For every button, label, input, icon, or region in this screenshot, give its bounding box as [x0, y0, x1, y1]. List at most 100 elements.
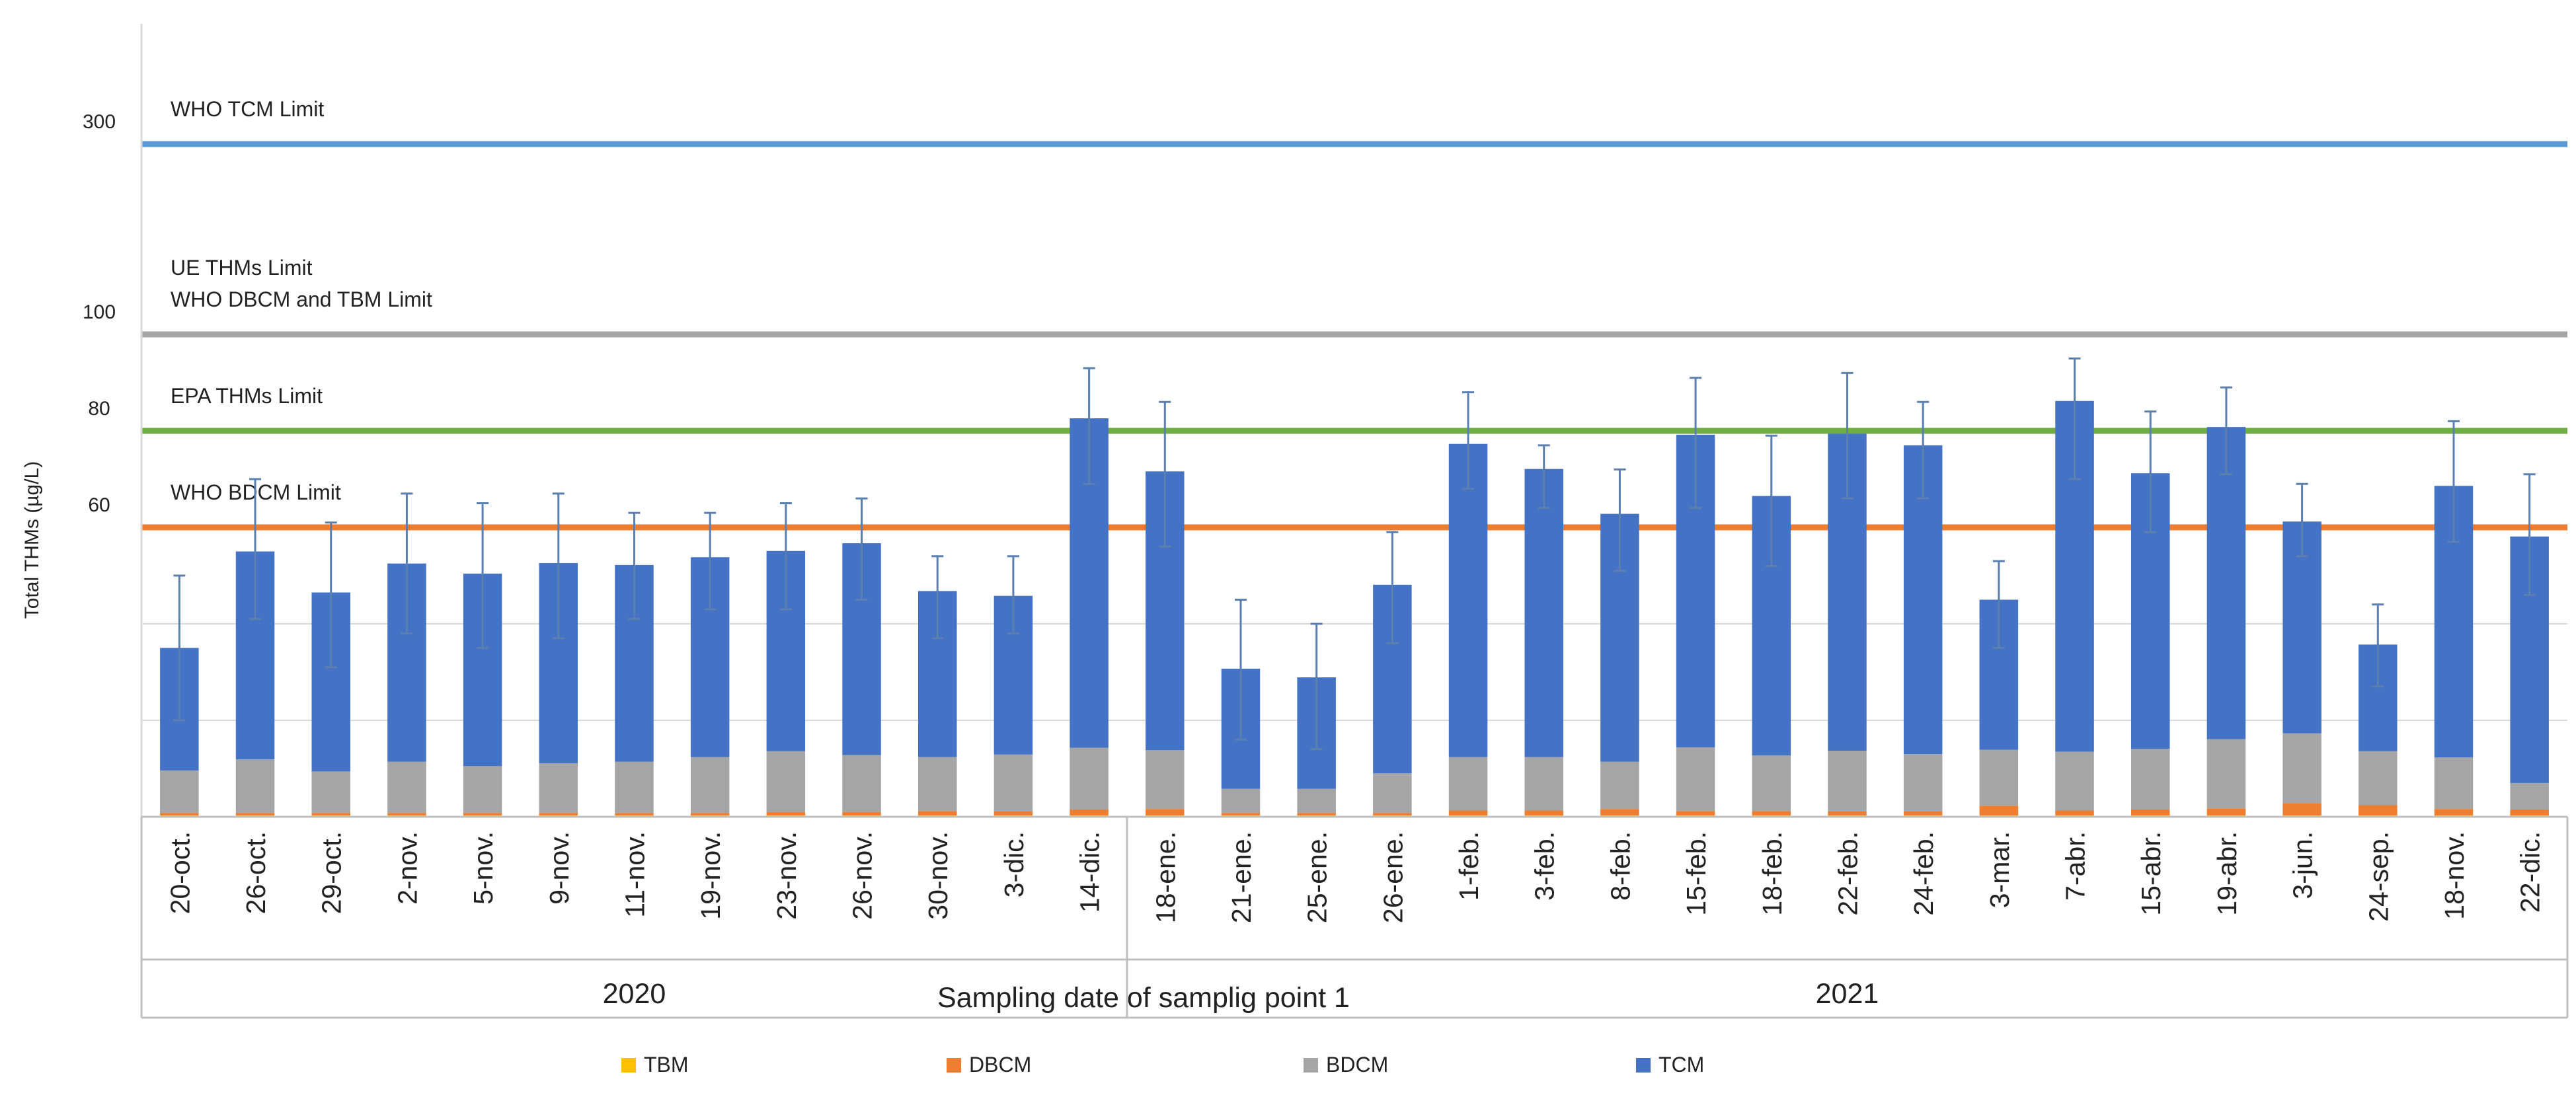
legend-swatch-tcm — [1636, 1058, 1651, 1073]
error-bar-22-feb — [1841, 371, 1854, 500]
error-bar-18-ene — [1159, 400, 1171, 548]
bar-bdcm-23-nov — [766, 751, 806, 812]
error-bar-24-sep — [2372, 603, 2384, 688]
bar-dbcm-24-sep — [2359, 805, 2398, 815]
legend-swatch-bdcm — [1304, 1058, 1318, 1073]
bar-bdcm-8-feb — [1600, 761, 1639, 810]
bar-bdcm-2-nov — [387, 761, 426, 813]
bar-dbcm-18-nov — [2434, 809, 2474, 815]
error-bar-3-dic — [1007, 555, 1019, 635]
bar-dbcm-15-abr — [2130, 810, 2170, 815]
legend-label-bdcm: BDCM — [1326, 1053, 1388, 1076]
x-tick-label-8-feb: 8-feb. — [1605, 831, 1635, 901]
legend-item-bdcm: BDCM — [1304, 1053, 1388, 1076]
error-bar-24-feb — [1917, 400, 1930, 500]
x-tick-label-2-nov: 2-nov. — [392, 831, 422, 905]
bar-tcm-1-feb — [1448, 443, 1488, 757]
x-tick-label-5-nov: 5-nov. — [468, 831, 498, 905]
x-tick-label-26-ene: 26-ene. — [1378, 831, 1408, 923]
bar-dbcm-3-mar — [1979, 806, 2019, 815]
year-label-2020: 2020 — [603, 978, 666, 1010]
bar-dbcm-5-nov — [463, 813, 502, 815]
bar-bdcm-18-nov — [2434, 757, 2474, 810]
bar-bdcm-1-feb — [1448, 757, 1488, 811]
x-tick-label-15-feb: 15-feb. — [1681, 831, 1711, 916]
x-tick-label-18-feb: 18-feb. — [1757, 831, 1787, 916]
x-tick-label-15-abr: 15-abr. — [2136, 831, 2166, 916]
bars — [160, 400, 2549, 817]
bar-dbcm-26-oct — [235, 813, 275, 815]
legend-label-tbm: TBM — [644, 1053, 689, 1076]
bar-dbcm-18-feb — [1752, 811, 1791, 815]
bar-bdcm-26-ene — [1373, 773, 1412, 813]
bar-bdcm-14-dic — [1070, 747, 1109, 810]
bar-bdcm-30-nov — [917, 757, 957, 811]
bar-dbcm-15-feb — [1676, 811, 1715, 815]
error-bar-3-mar — [1992, 560, 2005, 649]
bar-bdcm-22-dic — [2510, 782, 2549, 810]
error-bar-9-nov — [552, 492, 565, 640]
bar-dbcm-3-feb — [1524, 810, 1563, 815]
error-bar-7-abr — [2068, 358, 2081, 480]
bar-bdcm-20-oct — [160, 770, 199, 813]
bar-bdcm-15-feb — [1676, 747, 1715, 811]
legend-item-tcm: TCM — [1636, 1053, 1704, 1076]
bar-bdcm-24-sep — [2359, 751, 2398, 806]
x-tick-label-24-sep: 24-sep. — [2363, 831, 2394, 922]
x-tick-label-3-mar: 3-mar. — [1984, 831, 2015, 908]
x-tick-label-29-oct: 29-oct. — [317, 831, 347, 914]
bar-bdcm-5-nov — [463, 766, 502, 813]
legend-label-dbcm: DBCM — [969, 1053, 1031, 1076]
reference-lines: WHO TCM Limit UE THMs Limit WHO DBCM and T… — [141, 97, 2567, 531]
bar-dbcm-11-nov — [615, 813, 654, 815]
error-bar-1-feb — [1462, 391, 1475, 490]
reference-label-ue-thms-limit: UE THMs Limit — [171, 256, 313, 280]
x-tick-label-11-nov: 11-nov. — [619, 831, 650, 918]
x-tick-label-14-dic: 14-dic. — [1075, 831, 1105, 913]
bar-dbcm-22-dic — [2510, 810, 2549, 815]
x-tick-label-3-dic: 3-dic. — [999, 831, 1029, 897]
legend-swatch-tbm — [621, 1058, 636, 1073]
bar-bdcm-25-ene — [1297, 788, 1336, 813]
error-bar-15-feb — [1690, 377, 1702, 509]
bar-dbcm-26-nov — [842, 811, 881, 815]
bar-dbcm-29-oct — [311, 813, 350, 815]
bar-dbcm-19-nov — [690, 813, 730, 815]
x-tick-label-1-feb: 1-feb. — [1454, 831, 1484, 901]
x-tick-label-22-dic: 22-dic. — [2515, 831, 2546, 913]
x-tick-label-19-nov: 19-nov. — [695, 831, 726, 920]
error-bar-25-ene — [1310, 622, 1323, 751]
x-axis-labels: 20-oct. 26-oct. 29-oct. 2-nov. 5-nov. 9-nov. 1… — [140, 817, 2569, 1019]
x-tick-label-23-nov: 23-nov. — [771, 831, 802, 920]
x-tick-label-18-ene: 18-ene. — [1150, 831, 1181, 923]
bar-bdcm-19-nov — [690, 757, 730, 813]
x-tick-label-26-oct: 26-oct. — [241, 831, 271, 914]
error-bar-18-nov — [2447, 420, 2460, 543]
bar-dbcm-22-feb — [1828, 811, 1867, 815]
error-bars — [173, 358, 2536, 751]
bar-bdcm-26-nov — [842, 755, 881, 812]
bar-bdcm-29-oct — [311, 771, 350, 813]
x-tick-label-22-feb: 22-feb. — [1832, 831, 1863, 916]
error-bar-19-abr — [2220, 386, 2232, 476]
x-tick-label-30-nov: 30-nov. — [923, 831, 953, 920]
x-tick-label-26-nov: 26-nov. — [847, 831, 878, 920]
y-tick-label-80: 80 — [88, 398, 110, 420]
reference-label-who-dbcm-and-tbm-limit: WHO DBCM and TBM Limit — [171, 287, 432, 311]
bar-dbcm-14-dic — [1070, 810, 1109, 815]
bar-dbcm-8-feb — [1600, 809, 1639, 815]
bar-dbcm-24-feb — [1903, 811, 1943, 815]
error-bar-22-dic — [2523, 473, 2536, 596]
reference-label-epa-thms-limit: EPA THMs Limit — [171, 384, 323, 408]
bar-dbcm-3-jun — [2283, 803, 2322, 815]
y-tick-label-100: 100 — [83, 301, 116, 323]
bar-bdcm-24-feb — [1903, 754, 1943, 811]
bar-bdcm-3-mar — [1979, 749, 2019, 806]
bar-tcm-3-feb — [1524, 469, 1563, 757]
bar-bdcm-22-feb — [1828, 750, 1867, 811]
x-tick-label-3-jun: 3-jun. — [2288, 831, 2318, 899]
x-tick-label-19-abr: 19-abr. — [2212, 831, 2242, 916]
error-bar-20-oct — [173, 574, 186, 722]
x-tick-label-25-ene: 25-ene. — [1302, 831, 1333, 923]
